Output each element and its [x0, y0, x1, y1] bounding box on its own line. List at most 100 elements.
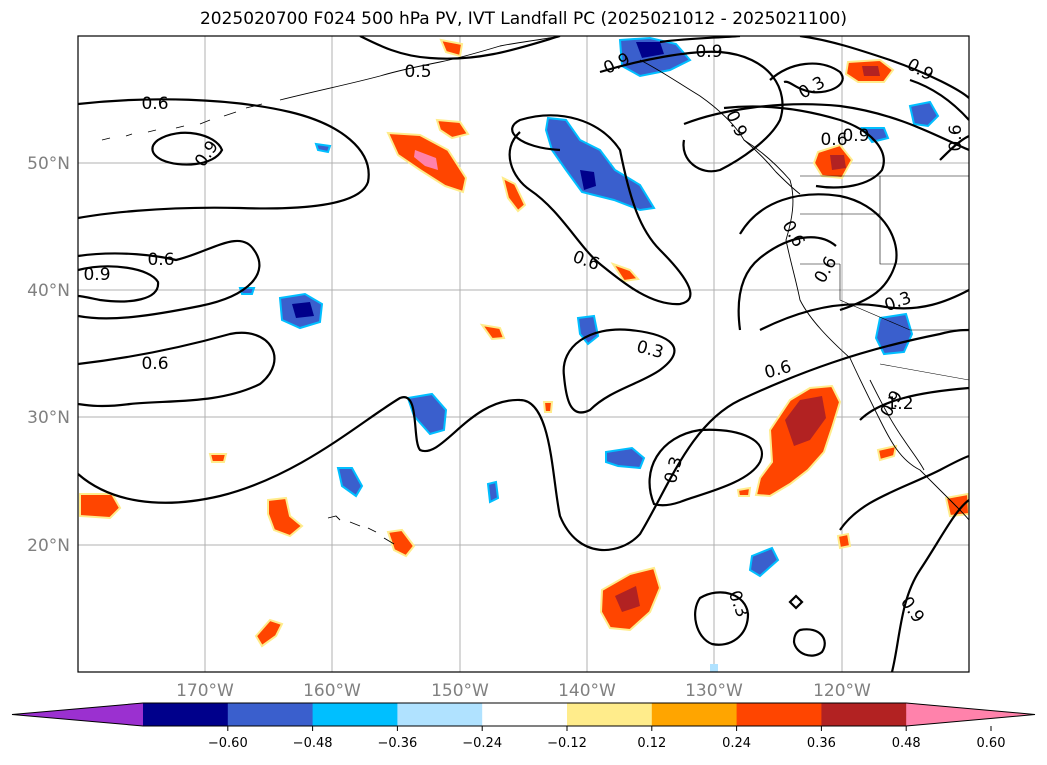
colorbar: −0.60 −0.48 −0.36 −0.24 −0.12 0.12 0.24 0.36 0.4… [11, 702, 1036, 751]
contour-line [78, 98, 370, 220]
contour-line [759, 289, 969, 331]
pv-blob [435, 118, 470, 140]
contour-label: 0.5 [404, 62, 431, 82]
pv-blob [544, 116, 656, 212]
contour-label: 0.6 [946, 124, 966, 151]
pv-blob [267, 496, 304, 538]
contour-line [648, 428, 763, 507]
pv-blob [748, 546, 780, 578]
pv-blob [314, 142, 332, 154]
colorbar-segment [736, 703, 822, 726]
pv-blob [486, 480, 500, 504]
lat-label-30n: 30°N [27, 408, 70, 428]
contour-line [739, 193, 898, 312]
coastline-vancouver-island [743, 139, 801, 195]
contour-line [792, 628, 826, 657]
coastline-aleutians [101, 103, 263, 141]
pv-blob [254, 618, 284, 648]
contour-label: 1.2 [886, 394, 913, 414]
lon-label-160w: 160°W [303, 681, 361, 701]
longitude-labels: 170°W 160°W 150°W 140°W 130°W 120°W [176, 681, 871, 701]
colorbar-tick-label: −0.24 [462, 736, 502, 751]
pv-blob [79, 493, 122, 520]
colorbar-tick-label: −0.12 [547, 736, 587, 751]
lon-label-120w: 120°W [813, 681, 871, 701]
pv-blob [636, 42, 664, 58]
colorbar-segment [567, 703, 653, 726]
coastline-alaska [279, 36, 561, 101]
map-content [78, 36, 969, 672]
coastline-hawaii [327, 515, 395, 545]
pv-blob [862, 66, 880, 76]
contour-label: 0.6 [141, 354, 168, 374]
pv-blob [580, 170, 596, 190]
pv-blob [785, 396, 826, 446]
coastlines [101, 36, 969, 545]
contour-line [723, 105, 885, 189]
contour-line [78, 328, 969, 552]
colorbar-tick-label: 0.48 [892, 736, 921, 751]
contour-line [799, 36, 969, 99]
pv-blob [605, 446, 646, 470]
pv-blob [439, 38, 464, 58]
colorbar-tick-label: 0.24 [722, 736, 751, 751]
colorbar-tick-label: −0.36 [377, 736, 417, 751]
positive-pv-anomalies [79, 38, 969, 648]
lat-label-50n: 50°N [27, 154, 70, 174]
contour-line [508, 114, 692, 306]
colorbar-segment [227, 703, 314, 726]
pv-blob [610, 262, 640, 283]
contour-line [78, 331, 276, 408]
pv-blob [874, 312, 914, 356]
contour-line [78, 265, 160, 303]
colorbar-outline [11, 702, 1036, 727]
contour-line [788, 594, 804, 610]
colorbar-extend-high [906, 703, 1035, 726]
contour-line [737, 236, 837, 331]
borders [800, 175, 969, 381]
contour-line [939, 134, 969, 161]
negative-pv-anomalies [238, 36, 940, 672]
colorbar-tick-label: −0.48 [293, 736, 333, 751]
contour-line [359, 36, 561, 60]
colorbar-extend-low [12, 703, 143, 726]
colorbar-tick-label: 0.60 [977, 736, 1006, 751]
contour-label: 0.6 [820, 130, 847, 150]
map-frame [77, 35, 970, 673]
border-states [800, 176, 969, 331]
latitude-labels: 50°N 40°N 30°N 20°N [27, 154, 70, 556]
lat-label-20n: 20°N [27, 536, 70, 556]
pv-blob [736, 486, 752, 497]
contour-line [890, 499, 969, 672]
contour-line [78, 239, 261, 320]
pv-blob [836, 532, 852, 550]
lon-label-130w: 130°W [685, 681, 743, 701]
pv-blob [860, 127, 890, 144]
colorbar-segment [397, 703, 483, 726]
pv-blob [414, 150, 438, 170]
coastline-north-america [639, 59, 969, 521]
contour-line [151, 131, 224, 166]
contour-label: 0.9 [842, 126, 869, 146]
pv-blob [501, 176, 527, 213]
contour-label: 0.9 [695, 42, 722, 62]
lon-label-150w: 150°W [431, 681, 489, 701]
colorbar-segment [312, 703, 398, 726]
pv-blob [336, 467, 364, 498]
colorbar-segment [482, 703, 568, 726]
contour-line [839, 454, 969, 531]
colorbar-tick-label: 0.12 [637, 736, 666, 751]
pv-blob [479, 323, 506, 341]
colorbar-tick-label: 0.36 [807, 736, 836, 751]
border-us-mexico [879, 363, 969, 381]
pv-blob [542, 401, 554, 413]
pv-blob [944, 492, 969, 518]
ivt-contours [78, 36, 969, 672]
contour-label: 0.6 [147, 250, 174, 270]
contour-line [859, 386, 969, 421]
pv-blob [208, 453, 228, 463]
pv-blob [618, 36, 692, 78]
pv-blob [908, 100, 940, 128]
lon-label-170w: 170°W [176, 681, 234, 701]
